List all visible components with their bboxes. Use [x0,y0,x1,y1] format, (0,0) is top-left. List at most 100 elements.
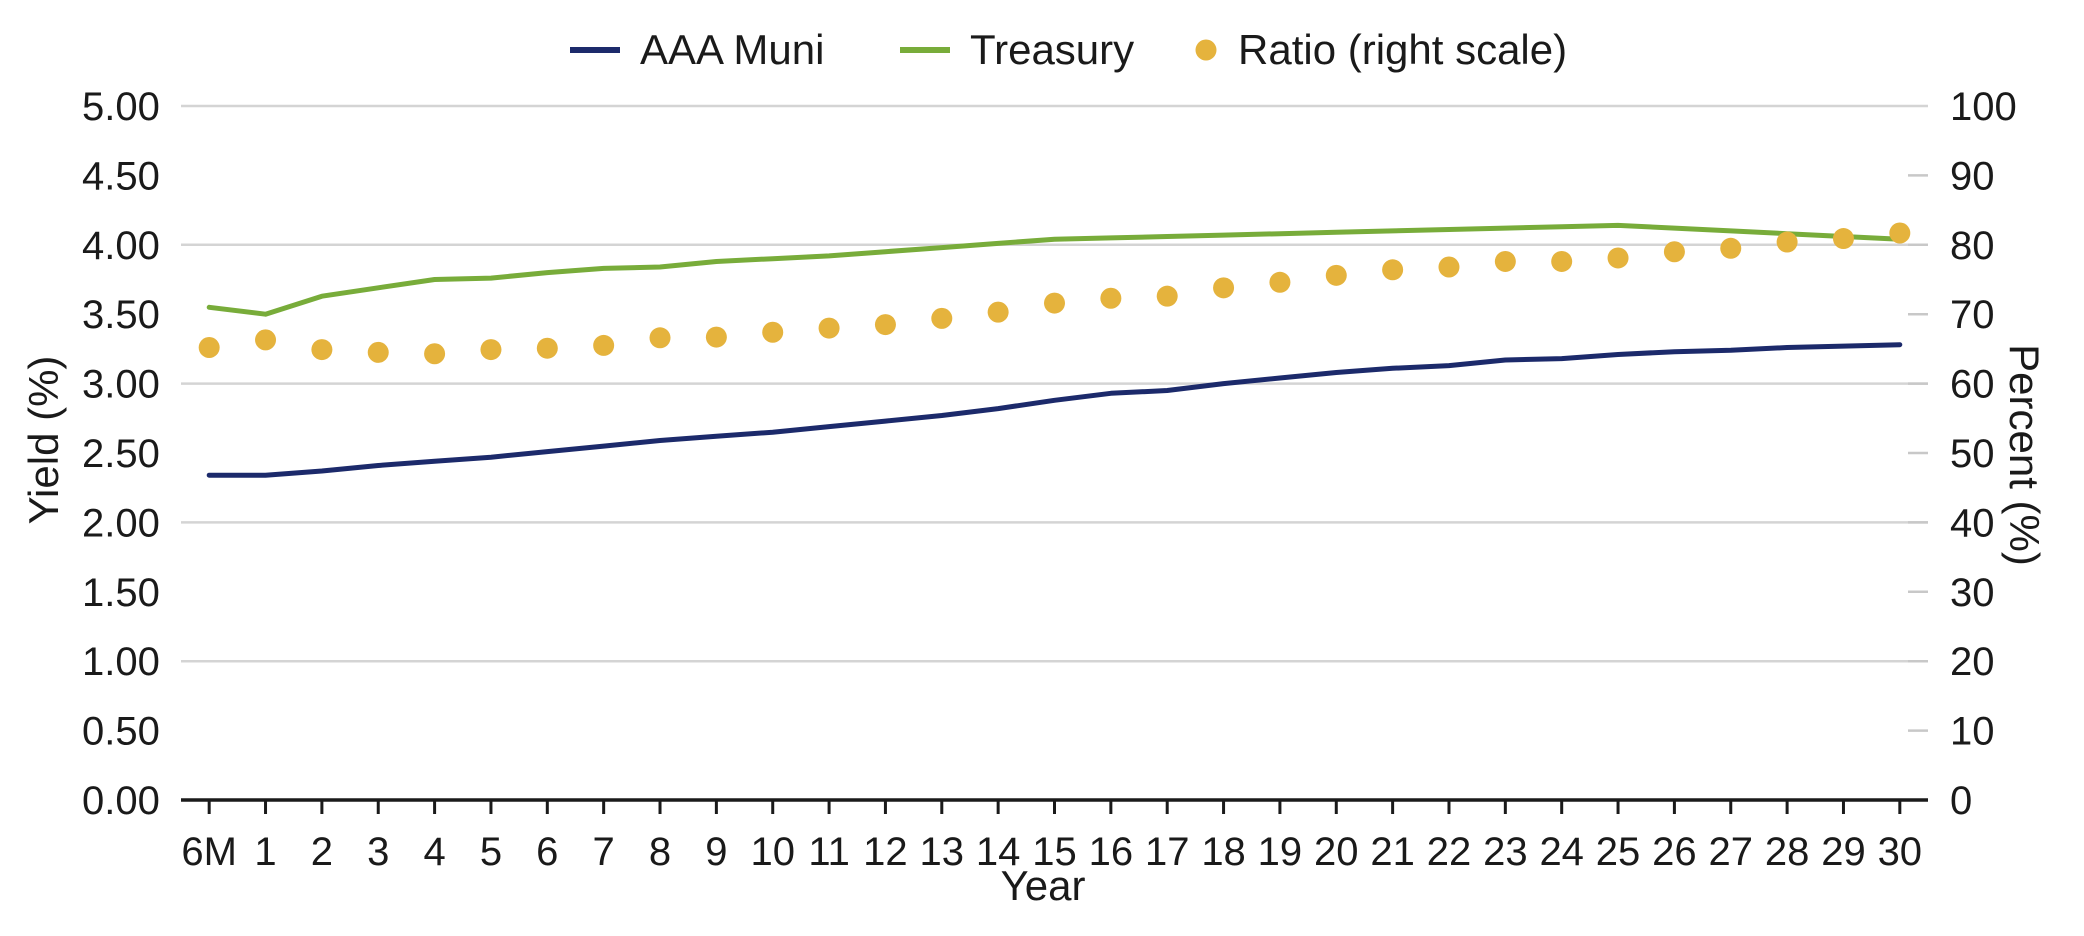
ratio-point [931,307,953,329]
y2-tick-label: 50 [1950,432,1995,476]
left-axis-tick-labels: 0.00 0.50 1.00 1.50 2.00 2.50 3.00 3.50 4.00 4.50… [82,85,160,823]
y-tick-label: 2.00 [82,501,160,545]
x-tick-label: 28 [1765,830,1810,874]
x-tick-label: 7 [593,830,615,874]
x-tick-label: 12 [863,830,908,874]
ratio-point [1269,271,1291,293]
y-tick-label: 0.50 [82,710,160,754]
x-tick-label: 13 [920,830,965,874]
x-tick-label: 21 [1370,830,1415,874]
y2-tick-label: 70 [1950,293,1995,337]
y2-tick-label: 0 [1950,779,1972,823]
ratio-point [987,301,1009,323]
x-tick-label: 6 [536,830,558,874]
x-tick-label: 26 [1652,830,1697,874]
gridlines [181,104,1928,663]
x-axis-tick-labels: 6M 1 2 3 4 5 6 7 8 9 10 11 12 13 14 15 16 17 18 19 20 21 22 23 2… [181,830,1922,874]
y-tick-label: 1.00 [82,640,160,684]
x-axis-title: Year [1001,862,1086,909]
x-tick-label: 2 [311,830,333,874]
series-line-treasury [206,222,1903,317]
legend-label: Treasury [970,26,1134,73]
ratio-point [1325,264,1347,286]
x-tick-label: 14 [976,830,1021,874]
ratio-point [705,326,727,348]
x-tick-label: 10 [750,830,795,874]
legend: AAA Muni Treasury Ratio (right scale) [570,26,1567,73]
ratio-point [1720,237,1742,259]
x-tick-label: 8 [649,830,671,874]
ratio-point [1607,247,1629,269]
x-tick-label: 6M [181,830,237,874]
x-tick-label: 23 [1483,830,1528,874]
x-tick-label: 25 [1596,830,1641,874]
y2-tick-label: 40 [1950,501,1995,545]
y2-tick-label: 60 [1950,363,1995,407]
y-tick-label: 3.50 [82,293,160,337]
plot-area [198,222,1911,478]
y-tick-label: 4.50 [82,154,160,198]
x-tick-label: 15 [1032,830,1077,874]
x-tick-label: 19 [1258,830,1303,874]
legend-swatch [1195,39,1217,61]
ratio-point [1156,285,1178,307]
x-tick-label: 9 [705,830,727,874]
x-tick-label: 27 [1709,830,1754,874]
ratio-point [1776,231,1798,253]
ratio-point [1382,259,1404,281]
y-axis-title: Yield (%) [20,356,67,525]
legend-label: Ratio (right scale) [1238,26,1567,73]
y2-tick-label: 10 [1950,710,1995,754]
x-tick-label: 22 [1427,830,1472,874]
ratio-point [818,317,840,339]
ratio-point [1494,250,1516,272]
y2-tick-label: 20 [1950,640,1995,684]
ratio-point [480,339,502,361]
x-tick-label: 3 [367,830,389,874]
ratio-point [593,334,615,356]
y2-tick-label: 30 [1950,571,1995,615]
ratio-point [424,343,446,365]
right-axis-tick-marks [1908,174,1928,732]
ratio-point [536,337,558,359]
ratio-point [1213,277,1235,299]
y-tick-label: 2.50 [82,432,160,476]
y2-tick-label: 80 [1950,224,1995,268]
legend-label: AAA Muni [640,26,824,73]
ratio-point [255,329,277,351]
x-tick-label: 5 [480,830,502,874]
ratio-point [1044,292,1065,314]
y2-tick-label: 100 [1950,85,2017,129]
ratio-point [874,314,896,336]
ratio-point [762,321,784,343]
x-tick-label: 17 [1145,830,1190,874]
y2-tick-label: 90 [1950,154,1995,198]
x-tick-label: 11 [808,830,850,874]
ratio-point [1889,222,1911,244]
x-tick-label: 18 [1201,830,1246,874]
y-tick-label: 3.00 [82,363,160,407]
x-tick-label: 30 [1878,830,1923,874]
x-tick-label: 4 [423,830,445,874]
x-tick-label: 1 [254,830,276,874]
ratio-point [1832,228,1854,250]
x-tick-label: 16 [1089,830,1134,874]
ratio-point [1100,287,1122,309]
ratio-point [1663,241,1685,263]
right-axis-tick-labels: 0 10 20 30 40 50 60 70 80 90 100 [1950,85,2017,823]
y-tick-label: 1.50 [82,571,160,615]
ratio-point [1551,250,1573,272]
ratio-point [311,339,333,361]
ratio-point [367,341,389,363]
y2-axis-title: Percent (%) [2001,344,2048,566]
x-tick-label: 29 [1821,830,1866,874]
ratio-point [649,327,671,349]
x-tick-label: 24 [1539,830,1584,874]
x-axis [181,798,1928,814]
y-tick-label: 5.00 [82,85,160,129]
x-tick-label: 20 [1314,830,1359,874]
y-tick-label: 4.00 [82,224,160,268]
y-tick-label: 0.00 [82,779,160,823]
ratio-point [198,337,220,359]
